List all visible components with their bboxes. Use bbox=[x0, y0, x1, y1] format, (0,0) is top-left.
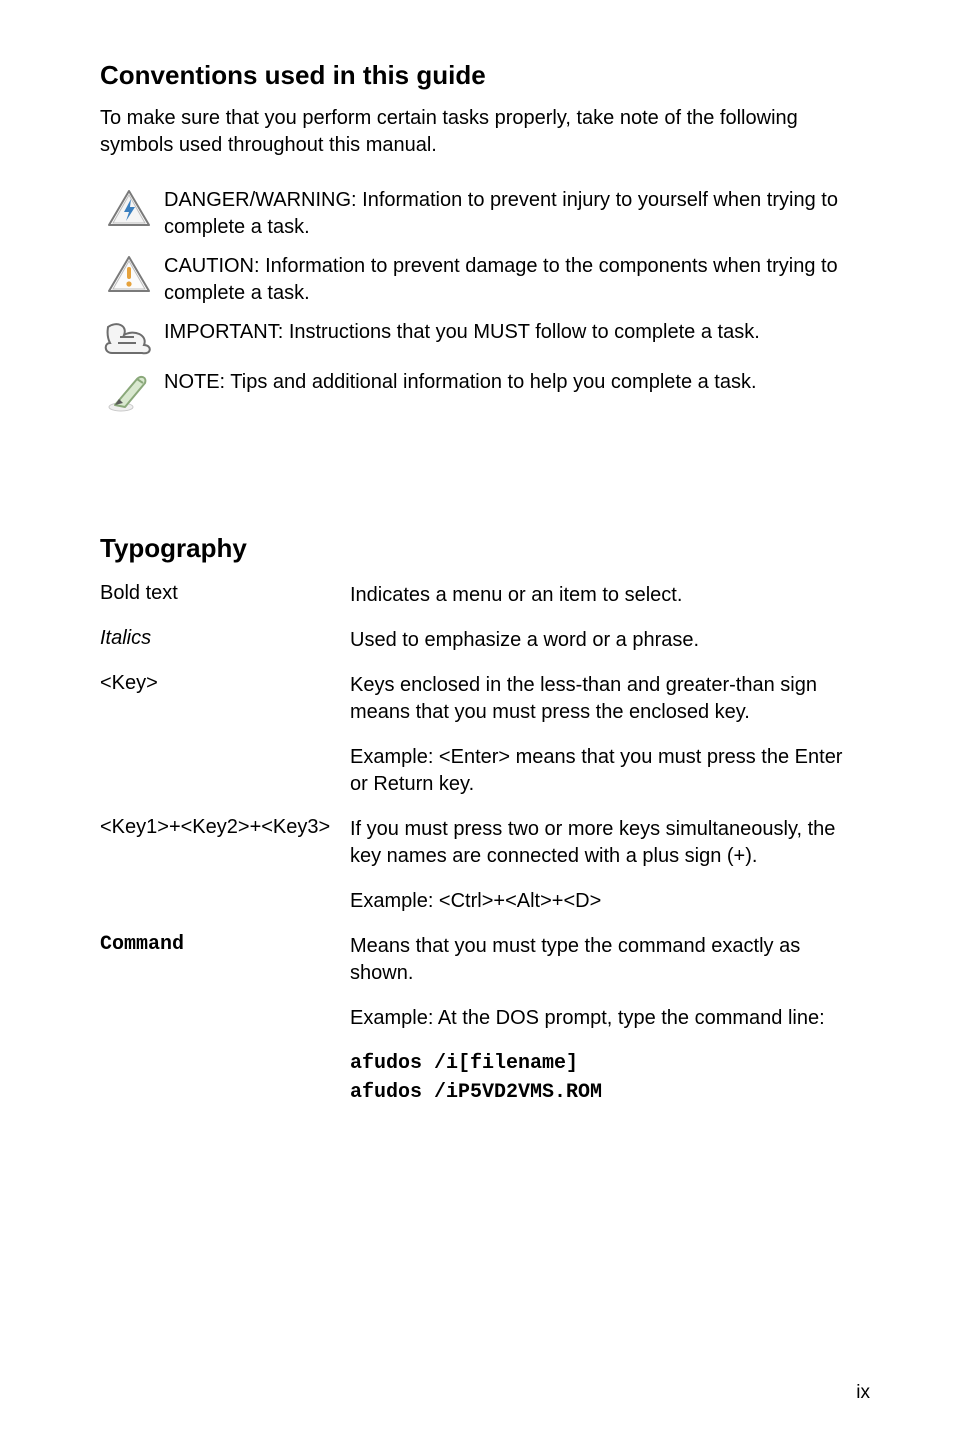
typo-example-keys: Example: <Ctrl>+<Alt>+<D> bbox=[350, 888, 864, 915]
typo-label-italics: Italics bbox=[100, 627, 350, 650]
typo-code1: afudos /i[filename] bbox=[350, 1050, 864, 1077]
callout-important-text: IMPORTANT: Instructions that you MUST fo… bbox=[158, 319, 760, 346]
typo-row-italics: Italics Used to emphasize a word or a ph… bbox=[100, 627, 864, 654]
callout-important: IMPORTANT: Instructions that you MUST fo… bbox=[100, 319, 864, 357]
typo-desc-command: Means that you must type the command exa… bbox=[350, 933, 864, 987]
typo-desc-keys: If you must press two or more keys simul… bbox=[350, 816, 864, 870]
page: Conventions used in this guide To make s… bbox=[0, 0, 954, 1438]
typo-row-keys: <Key1>+<Key2>+<Key3> If you must press t… bbox=[100, 816, 864, 870]
conventions-title: Conventions used in this guide bbox=[100, 60, 864, 91]
typo-row-key: <Key> Keys enclosed in the less-than and… bbox=[100, 672, 864, 726]
page-number: ix bbox=[856, 1382, 870, 1404]
typo-row-bold: Bold text Indicates a menu or an item to… bbox=[100, 582, 864, 609]
typo-code2: afudos /iP5VD2VMS.ROM bbox=[350, 1079, 864, 1106]
typography-title: Typography bbox=[100, 533, 864, 564]
callouts-list: DANGER/WARNING: Information to prevent i… bbox=[100, 187, 864, 413]
typo-example-command: Example: At the DOS prompt, type the com… bbox=[350, 1005, 864, 1032]
danger-icon bbox=[100, 187, 158, 229]
typo-row-command: Command Means that you must type the com… bbox=[100, 933, 864, 987]
typo-example-key: Example: <Enter> means that you must pre… bbox=[350, 744, 864, 798]
typo-label-keys: <Key1>+<Key2>+<Key3> bbox=[100, 816, 350, 839]
typo-desc-italics: Used to emphasize a word or a phrase. bbox=[350, 627, 864, 654]
typo-desc-bold: Indicates a menu or an item to select. bbox=[350, 582, 864, 609]
typo-label-command: Command bbox=[100, 933, 350, 956]
callout-caution: CAUTION: Information to prevent damage t… bbox=[100, 253, 864, 307]
typo-label-key: <Key> bbox=[100, 672, 350, 695]
typo-desc-key: Keys enclosed in the less-than and great… bbox=[350, 672, 864, 726]
callout-note-text: NOTE: Tips and additional information to… bbox=[158, 369, 757, 396]
callout-note: NOTE: Tips and additional information to… bbox=[100, 369, 864, 413]
callout-caution-text: CAUTION: Information to prevent damage t… bbox=[158, 253, 864, 307]
typo-label-bold: Bold text bbox=[100, 582, 350, 605]
conventions-intro: To make sure that you perform certain ta… bbox=[100, 105, 864, 159]
callout-danger: DANGER/WARNING: Information to prevent i… bbox=[100, 187, 864, 241]
important-icon bbox=[100, 319, 158, 357]
caution-icon bbox=[100, 253, 158, 295]
note-icon bbox=[100, 369, 158, 413]
callout-danger-text: DANGER/WARNING: Information to prevent i… bbox=[158, 187, 864, 241]
